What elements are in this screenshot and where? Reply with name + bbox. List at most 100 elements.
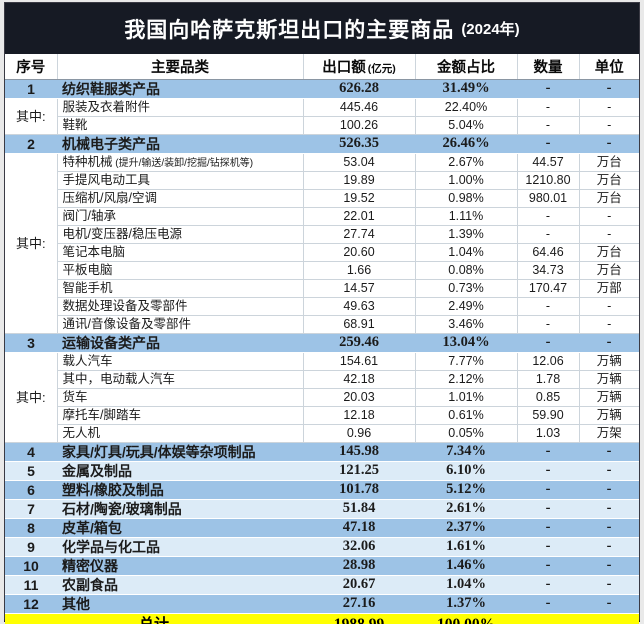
cell-group-label: 其中: bbox=[5, 98, 58, 135]
cell-export: 14.57 bbox=[303, 279, 416, 298]
table-title-year: (2024年) bbox=[461, 21, 520, 38]
cell-qty: - bbox=[517, 537, 579, 557]
cell-qty: - bbox=[517, 116, 580, 135]
export-amount-unit-note: (亿元) bbox=[367, 63, 396, 75]
cell-category: 化学品与化工品 bbox=[57, 537, 303, 557]
cell-unit: - bbox=[579, 480, 639, 500]
column-header-unit: 单位 bbox=[579, 54, 639, 80]
category-row: 6 塑料/橡胶及制品 101.78 5.12% - - bbox=[5, 480, 639, 500]
column-header-quantity: 数量 bbox=[517, 54, 580, 80]
column-header-share: 金额占比 bbox=[415, 54, 518, 80]
sub-row: 平板电脑 1.66 0.08% 34.73 万台 bbox=[5, 261, 639, 280]
cell-share: 2.37% bbox=[415, 518, 517, 538]
sub-row: 货车 20.03 1.01% 0.85 万辆 bbox=[5, 388, 639, 407]
cell-unit: - bbox=[579, 499, 639, 519]
cell-share: 3.46% bbox=[415, 315, 518, 334]
cell-category: 平板电脑 bbox=[57, 261, 304, 280]
cell-share: 1.04% bbox=[415, 575, 517, 595]
cell-export: 100.26 bbox=[303, 116, 416, 135]
cell-share: 1.39% bbox=[415, 225, 518, 244]
cell-unit: - bbox=[579, 518, 639, 538]
cell-seq: 12 bbox=[5, 594, 57, 614]
cell-category: 笔记本电脑 bbox=[57, 243, 304, 262]
cell-seq: 7 bbox=[5, 499, 57, 519]
cell-share: 2.67% bbox=[415, 153, 518, 172]
sub-row: 其中: 服装及衣着附件 445.46 22.40% - - bbox=[5, 98, 639, 135]
cell-export: 27.16 bbox=[303, 594, 415, 614]
cell-unit: - bbox=[579, 315, 639, 334]
category-row: 7 石材/陶瓷/玻璃制品 51.84 2.61% - - bbox=[5, 499, 639, 519]
cell-total-label: 总计 bbox=[5, 613, 303, 624]
category-row: 5 金属及制品 121.25 6.10% - - bbox=[5, 461, 639, 481]
sub-row: 手提风电动工具 19.89 1.00% 1210.80 万台 bbox=[5, 171, 639, 190]
cell-unit: - bbox=[579, 98, 639, 117]
cell-share: 0.08% bbox=[415, 261, 518, 280]
cell-qty: - bbox=[517, 613, 579, 624]
sub-row: 数据处理设备及零部件 49.63 2.49% - - bbox=[5, 297, 639, 316]
cell-export: 121.25 bbox=[303, 461, 415, 481]
sub-row: 智能手机 14.57 0.73% 170.47 万部 bbox=[5, 279, 639, 298]
cell-category: 特种机械 (提升/输送/装卸/挖掘/钻探机等) bbox=[57, 153, 304, 172]
cell-unit: 万台 bbox=[579, 243, 639, 262]
sub-row: 无人机 0.96 0.05% 1.03 万架 bbox=[5, 424, 639, 443]
cell-category: 纺织鞋服类产品 bbox=[57, 79, 303, 99]
cell-category: 金属及制品 bbox=[57, 461, 303, 481]
cell-share: 6.10% bbox=[415, 461, 517, 481]
cell-share: 7.34% bbox=[415, 442, 517, 462]
cell-qty: 59.90 bbox=[517, 406, 580, 425]
cell-export: 28.98 bbox=[303, 556, 415, 576]
cell-share: 1.04% bbox=[415, 243, 518, 262]
cell-export: 19.52 bbox=[303, 189, 416, 208]
cell-unit: - bbox=[579, 537, 639, 557]
cell-unit: 万台 bbox=[579, 153, 639, 172]
cell-export: 27.74 bbox=[303, 225, 416, 244]
cell-qty: 0.85 bbox=[517, 388, 580, 407]
cell-share: 2.12% bbox=[415, 370, 518, 389]
cell-export: 526.35 bbox=[303, 134, 415, 154]
cell-export: 1988.99 bbox=[303, 613, 415, 624]
cell-export: 51.84 bbox=[303, 499, 415, 519]
cell-group-label: 其中: bbox=[5, 153, 58, 334]
cell-category: 载人汽车 bbox=[57, 352, 304, 371]
cell-category: 数据处理设备及零部件 bbox=[57, 297, 304, 316]
cell-seq: 1 bbox=[5, 79, 57, 99]
cell-category: 无人机 bbox=[57, 424, 304, 443]
sub-row: 笔记本电脑 20.60 1.04% 64.46 万台 bbox=[5, 243, 639, 262]
cell-qty: - bbox=[517, 207, 580, 226]
cell-category: 压缩机/风扇/空调 bbox=[57, 189, 304, 208]
column-header-seq: 序号 bbox=[5, 54, 58, 80]
cell-share: 2.49% bbox=[415, 297, 518, 316]
cell-export: 49.63 bbox=[303, 297, 416, 316]
cell-category: 机械电子类产品 bbox=[57, 134, 303, 154]
category-row: 1 纺织鞋服类产品 626.28 31.49% - - bbox=[5, 79, 639, 99]
cell-unit: 万辆 bbox=[579, 388, 639, 407]
export-table-panel: 我国向哈萨克斯坦出口的主要商品 (2024年) 序号 主要品类 出口额 (亿元) … bbox=[4, 2, 640, 624]
sub-row: 通讯/音像设备及零部件 68.91 3.46% - - bbox=[5, 315, 639, 334]
cell-export: 42.18 bbox=[303, 370, 416, 389]
cell-export: 47.18 bbox=[303, 518, 415, 538]
cell-qty: - bbox=[517, 518, 579, 538]
cell-category: 皮革/箱包 bbox=[57, 518, 303, 538]
category-row: 4 家具/灯具/玩具/体娱等杂项制品 145.98 7.34% - - bbox=[5, 442, 639, 462]
cell-share: 26.46% bbox=[415, 134, 517, 154]
cell-category: 农副食品 bbox=[57, 575, 303, 595]
cell-seq: 2 bbox=[5, 134, 57, 154]
cell-export: 19.89 bbox=[303, 171, 416, 190]
sub-row: 压缩机/风扇/空调 19.52 0.98% 980.01 万台 bbox=[5, 189, 639, 208]
cell-share: 0.61% bbox=[415, 406, 518, 425]
cell-seq: 4 bbox=[5, 442, 57, 462]
table-title: 我国向哈萨克斯坦出口的主要商品 (2024年) bbox=[5, 3, 639, 54]
cell-export: 145.98 bbox=[303, 442, 415, 462]
cell-qty: - bbox=[517, 461, 579, 481]
cell-seq: 6 bbox=[5, 480, 57, 500]
cell-export: 53.04 bbox=[303, 153, 416, 172]
category-row: 9 化学品与化工品 32.06 1.61% - - bbox=[5, 537, 639, 557]
cell-category: 精密仪器 bbox=[57, 556, 303, 576]
cell-seq: 5 bbox=[5, 461, 57, 481]
cell-share: 2.61% bbox=[415, 499, 517, 519]
header-row: 序号 主要品类 出口额 (亿元) 金额占比 数量 单位 bbox=[5, 54, 639, 80]
cell-qty: - bbox=[517, 594, 579, 614]
cell-export: 32.06 bbox=[303, 537, 415, 557]
cell-unit: 万架 bbox=[579, 424, 639, 443]
cell-unit: - bbox=[579, 594, 639, 614]
